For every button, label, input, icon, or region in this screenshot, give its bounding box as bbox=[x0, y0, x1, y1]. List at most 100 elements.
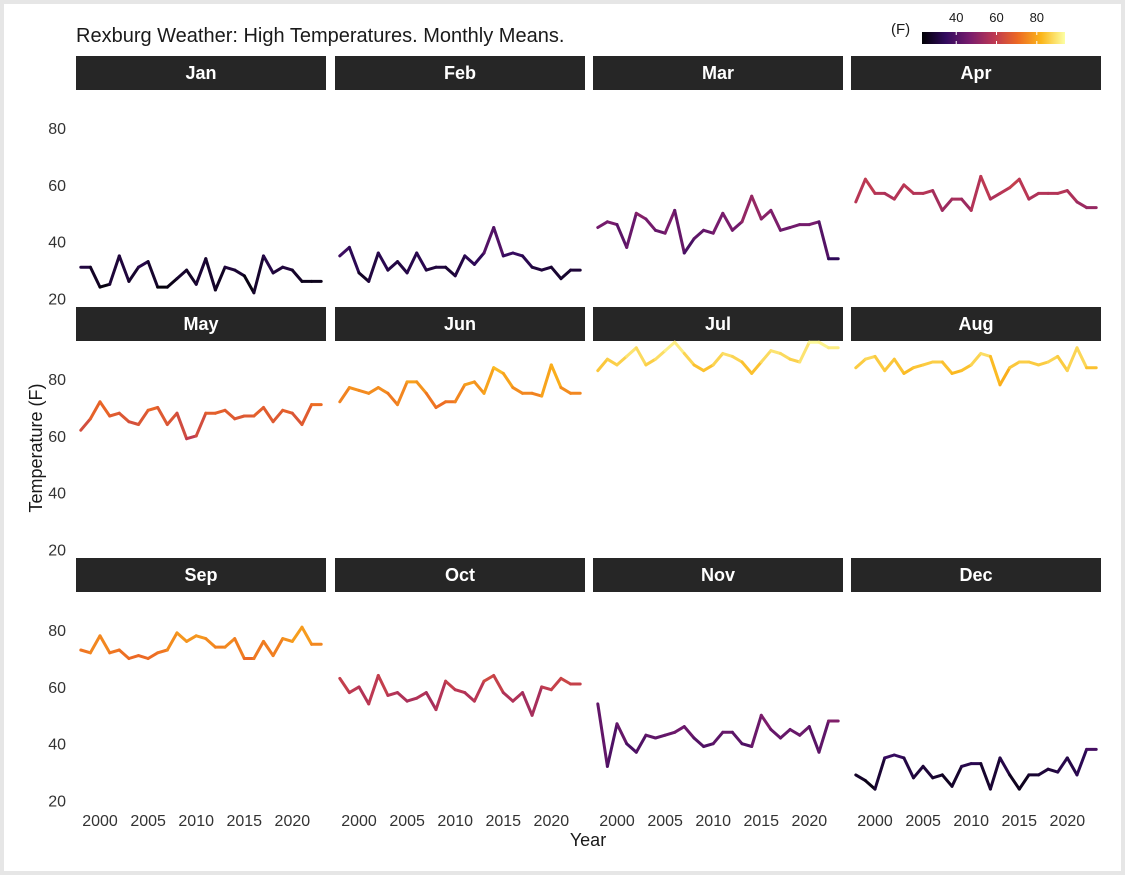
facet-strip bbox=[76, 56, 326, 90]
series-segment bbox=[108, 648, 121, 655]
series-segment bbox=[750, 360, 763, 375]
series-segment bbox=[817, 719, 831, 754]
series-segment bbox=[472, 679, 486, 703]
series-segment bbox=[634, 346, 648, 367]
facet-strip bbox=[851, 56, 1101, 90]
series-segment bbox=[1056, 354, 1069, 373]
facet-panel-nov: Nov 2000 2005 2010 2015 2020 bbox=[593, 558, 843, 830]
series-segment bbox=[740, 360, 754, 375]
x-tick-label: 2005 bbox=[905, 813, 941, 830]
series-segment bbox=[1037, 360, 1050, 367]
series-segment bbox=[549, 363, 563, 390]
facet-line-chart: Rexburg Weather: High Temperatures. Mont… bbox=[26, 10, 1101, 850]
series-segment bbox=[127, 265, 140, 283]
series-segment bbox=[950, 764, 964, 788]
series-segment bbox=[596, 702, 609, 768]
series-segment bbox=[146, 651, 160, 660]
series-segment bbox=[625, 346, 638, 358]
facet-panels: Jan 20 40 60 80 Feb Mar Apr May 20 40 60 80 Jun Jul Aug… bbox=[48, 56, 1101, 830]
series-segment bbox=[779, 352, 792, 361]
facet-strip-label: May bbox=[183, 314, 218, 334]
series-segment bbox=[988, 756, 1002, 791]
series-segment bbox=[79, 417, 92, 432]
series-segment bbox=[750, 194, 763, 221]
y-tick-label: 20 bbox=[48, 291, 66, 308]
series-segment bbox=[79, 648, 92, 655]
facet-strip bbox=[335, 558, 585, 592]
series-segment bbox=[424, 391, 438, 409]
series-segment bbox=[1046, 767, 1060, 774]
series-segment bbox=[434, 400, 448, 409]
series-segment bbox=[376, 251, 390, 272]
series-segment bbox=[453, 688, 467, 695]
series-segment bbox=[854, 773, 867, 783]
series-segment bbox=[654, 733, 667, 740]
series-segment bbox=[233, 268, 246, 278]
series-segment bbox=[281, 265, 294, 272]
series-segment bbox=[663, 730, 677, 737]
series-segment bbox=[673, 725, 686, 734]
series-segment bbox=[807, 725, 821, 754]
series-segment bbox=[338, 676, 351, 695]
facet-strip-label: Jul bbox=[705, 314, 731, 334]
series-segment bbox=[271, 637, 285, 658]
series-segment bbox=[223, 637, 237, 649]
series-segment bbox=[1027, 360, 1040, 367]
series-segment bbox=[769, 728, 782, 740]
facet-strip bbox=[335, 307, 585, 341]
series-segment bbox=[1017, 177, 1031, 201]
series-segment bbox=[338, 245, 351, 258]
series-segment bbox=[146, 260, 160, 289]
facet-strip-label: Feb bbox=[444, 63, 476, 83]
facet-panel-sep: Sep 20 40 60 80 2000 2005 2010 2015 2020 bbox=[48, 558, 326, 830]
series-segment bbox=[98, 282, 112, 289]
facet-strip-label: Oct bbox=[445, 565, 475, 585]
series-segment bbox=[396, 691, 409, 703]
series-segment bbox=[596, 220, 609, 229]
x-tick-label: 2020 bbox=[1050, 813, 1086, 830]
series-segment bbox=[634, 211, 648, 221]
series-segment bbox=[1065, 756, 1079, 777]
x-tick-label: 2020 bbox=[792, 813, 828, 830]
series-segment bbox=[1075, 747, 1089, 777]
series-segment bbox=[1075, 346, 1089, 370]
series-segment bbox=[223, 408, 237, 421]
series-segment bbox=[357, 271, 371, 283]
series-segment bbox=[759, 208, 773, 221]
series-segment bbox=[663, 340, 677, 353]
series-segment bbox=[175, 411, 189, 441]
series-segment bbox=[807, 220, 821, 227]
plot-frame: Rexburg Weather: High Temperatures. Mont… bbox=[4, 4, 1121, 871]
series-segment bbox=[559, 386, 573, 395]
y-tick-label: 60 bbox=[48, 429, 66, 446]
series-segment bbox=[242, 274, 256, 295]
series-segment bbox=[682, 725, 696, 740]
series-segment bbox=[424, 691, 438, 712]
series-segment bbox=[223, 265, 237, 272]
series-segment bbox=[117, 254, 131, 283]
series-segment bbox=[902, 366, 915, 375]
x-tick-label: 2000 bbox=[857, 813, 893, 830]
series-segment bbox=[137, 654, 150, 660]
series-segment bbox=[1008, 773, 1021, 791]
series-segment bbox=[185, 268, 198, 286]
x-tick-label: 2015 bbox=[743, 813, 779, 830]
y-axis-label: Temperature (F) bbox=[26, 383, 46, 512]
series-segment bbox=[463, 380, 476, 387]
series-segment bbox=[979, 352, 992, 358]
facet-panel-apr: Apr bbox=[851, 56, 1101, 212]
x-tick-label: 2000 bbox=[341, 813, 377, 830]
series-segment bbox=[175, 631, 189, 643]
facet-strip-label: Sep bbox=[184, 565, 217, 585]
series-segment bbox=[204, 257, 217, 292]
series-segment bbox=[931, 773, 944, 780]
series-segment bbox=[940, 197, 954, 212]
facet-panel-jul: Jul bbox=[593, 307, 843, 375]
series-segment bbox=[883, 191, 896, 201]
series-segment bbox=[1075, 200, 1089, 210]
facet-strip bbox=[76, 558, 326, 592]
series-segment bbox=[540, 363, 553, 398]
facet-strip bbox=[335, 56, 585, 90]
series-segment bbox=[165, 277, 179, 289]
series-segment bbox=[540, 265, 553, 272]
